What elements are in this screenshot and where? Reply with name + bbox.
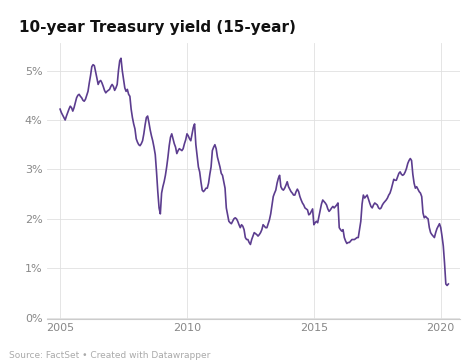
Text: Source: FactSet • Created with Datawrapper: Source: FactSet • Created with Datawrapp… — [9, 351, 211, 360]
Text: 10-year Treasury yield (15-year): 10-year Treasury yield (15-year) — [18, 20, 295, 35]
